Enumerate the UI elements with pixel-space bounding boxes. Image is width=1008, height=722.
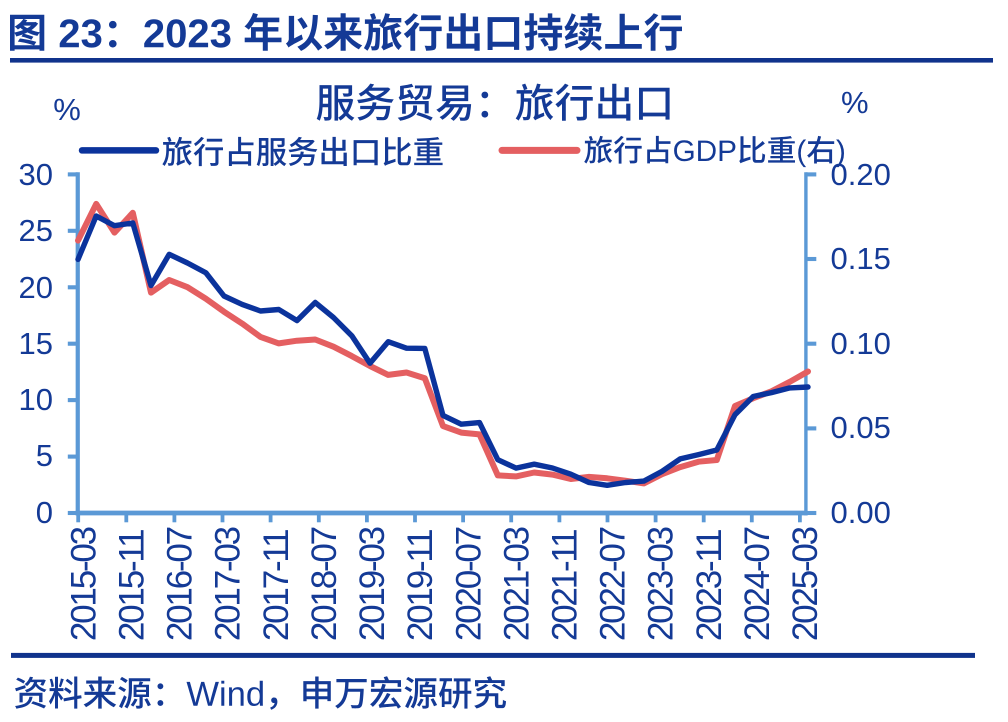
svg-text:2017-03: 2017-03 (209, 527, 248, 641)
svg-text:2016-07: 2016-07 (161, 527, 200, 641)
svg-text:2023-11: 2023-11 (690, 530, 729, 641)
svg-text:2020-07: 2020-07 (449, 527, 488, 641)
svg-text:2019-03: 2019-03 (353, 527, 392, 641)
svg-text:2015-03: 2015-03 (64, 527, 103, 641)
svg-text:2021-03: 2021-03 (497, 527, 536, 641)
svg-text:2018-07: 2018-07 (305, 527, 344, 641)
svg-text:2019-11: 2019-11 (401, 530, 440, 641)
svg-text:2023-03: 2023-03 (642, 527, 681, 641)
svg-text:2022-07: 2022-07 (594, 527, 633, 641)
svg-text:2017-11: 2017-11 (257, 530, 296, 641)
svg-text:2021-11: 2021-11 (546, 530, 585, 641)
svg-text:2024-07: 2024-07 (738, 527, 777, 641)
svg-text:2025-03: 2025-03 (786, 527, 825, 641)
svg-text:2015-11: 2015-11 (112, 530, 151, 641)
